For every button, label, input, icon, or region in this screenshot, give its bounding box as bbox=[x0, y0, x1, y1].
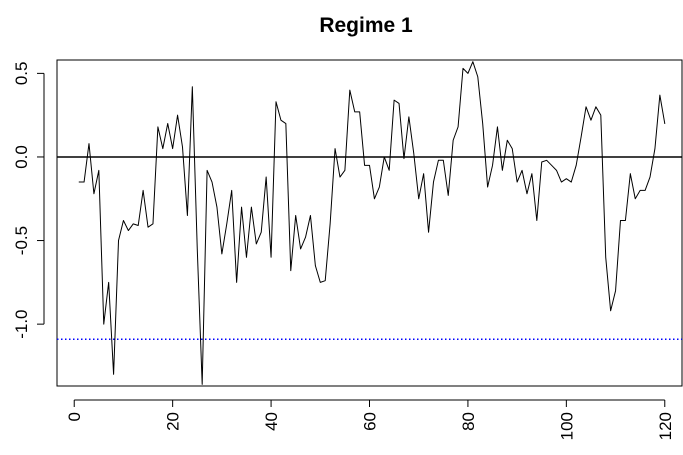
y-axis: 0.5 0.0 -0.5 -1.0 bbox=[12, 62, 45, 339]
y-tick-label: -0.5 bbox=[12, 226, 31, 255]
y-tick-label: 0.0 bbox=[12, 145, 31, 169]
series-line bbox=[78, 61, 666, 385]
plot-frame bbox=[56, 59, 683, 387]
x-tick-label: 60 bbox=[361, 412, 380, 431]
x-tick-label: 120 bbox=[656, 412, 675, 440]
x-axis: 0 20 40 60 80 100 120 bbox=[65, 399, 675, 440]
y-tick-label: -1.0 bbox=[12, 309, 31, 338]
chart-title: Regime 1 bbox=[319, 14, 413, 37]
x-tick-label: 80 bbox=[459, 412, 478, 431]
x-tick-label: 100 bbox=[557, 412, 576, 440]
x-tick-label: 40 bbox=[262, 412, 281, 431]
x-tick-label: 20 bbox=[164, 412, 183, 431]
y-tick-label: 0.5 bbox=[12, 62, 31, 86]
x-tick-label: 0 bbox=[65, 412, 84, 421]
